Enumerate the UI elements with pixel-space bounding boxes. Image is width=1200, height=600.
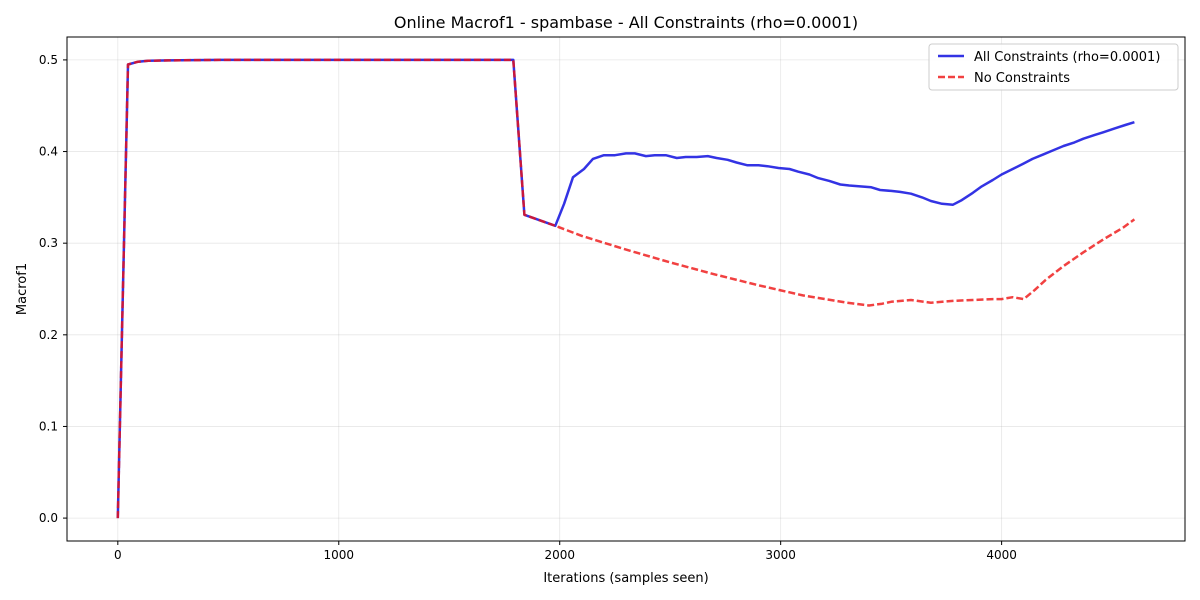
x-tick-label: 2000 — [544, 548, 575, 562]
x-tick-label: 4000 — [986, 548, 1017, 562]
legend: All Constraints (rho=0.0001) No Constrai… — [928, 43, 1179, 91]
y-tick-label: 0.4 — [39, 145, 58, 159]
y-tick-label: 0.1 — [39, 419, 58, 433]
series-line-all-constraints — [116, 58, 1135, 519]
series-layer — [116, 58, 1136, 519]
chart-title: Online Macrof1 - spambase - All Constrai… — [394, 13, 858, 32]
series-line-no-constraints — [116, 58, 1136, 519]
x-tick-label: 1000 — [323, 548, 354, 562]
x-tick-label: 3000 — [765, 548, 796, 562]
y-tick-label: 0.2 — [39, 328, 58, 342]
y-tick-label: 0.0 — [39, 511, 58, 525]
plot-frame — [66, 36, 1186, 542]
legend-label-no-constraints: No Constraints — [974, 71, 1070, 86]
y-tick-label: 0.5 — [39, 53, 58, 67]
x-axis-label: Iterations (samples seen) — [543, 571, 708, 586]
legend-label-all-constraints: All Constraints (rho=0.0001) — [974, 50, 1160, 65]
tick-layer: 0 1000 2000 3000 4000 0.0 0.1 0.2 0.3 0.4 0.5 — [39, 53, 1017, 562]
x-tick-label: 0 — [114, 548, 122, 562]
y-axis-label: Macrof1 — [15, 263, 30, 315]
legend-box — [928, 43, 1179, 91]
y-tick-label: 0.3 — [39, 236, 58, 250]
